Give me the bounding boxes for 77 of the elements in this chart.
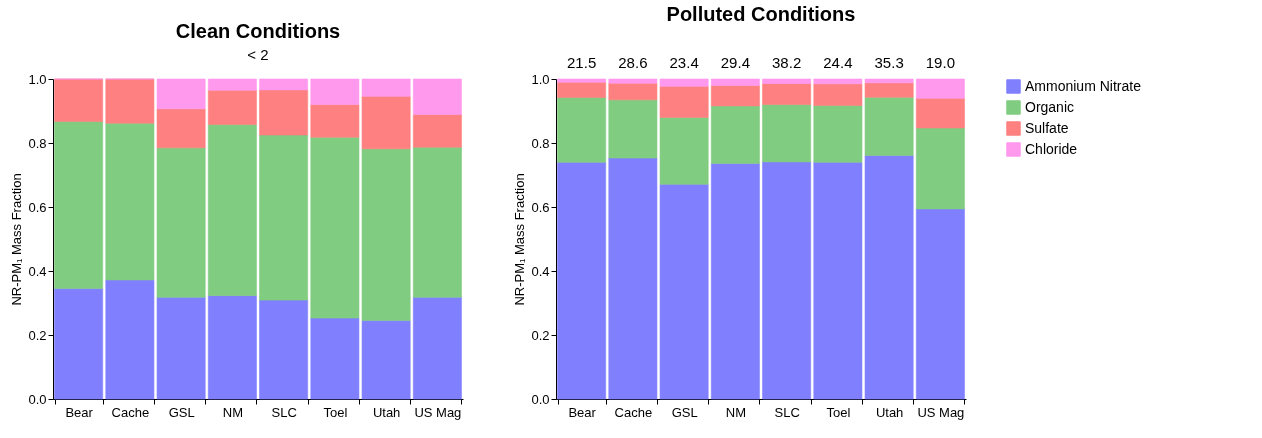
annotation: 19.0: [925, 54, 955, 71]
bar: [412, 114, 462, 148]
bar: [207, 78, 257, 91]
annotation: 23.4: [669, 54, 699, 71]
annotation: 28.6: [618, 54, 648, 71]
y-tick-label: 1.0: [28, 71, 47, 87]
y-tick-label: 0.8: [28, 135, 47, 151]
x-tick-label: Utah: [372, 404, 401, 420]
x-tick-label: Toel: [826, 404, 851, 420]
bar: [557, 78, 607, 83]
annotation: 35.3: [874, 54, 904, 71]
y-tick-label: 1.0: [531, 71, 550, 87]
bar: [54, 78, 104, 123]
bar: [54, 288, 104, 400]
bar: [412, 146, 462, 298]
bar: [762, 161, 812, 400]
bar: [710, 105, 760, 164]
chart-title: Polluted Conditions: [666, 3, 856, 25]
y-tick-label: 0.0: [28, 391, 47, 407]
legend-label: Ammonium Nitrate: [1025, 77, 1142, 94]
y-axis-title: NR-PM₁ Mass Fraction: [9, 173, 25, 306]
y-tick-label: 0.6: [531, 199, 550, 215]
bar: [762, 78, 812, 84]
bar: [259, 134, 309, 301]
bar: [207, 295, 257, 400]
y-tick-label: 0.4: [28, 263, 47, 279]
y-tick-label: 0.0: [531, 391, 550, 407]
text: < 2: [247, 46, 269, 63]
bar: [762, 82, 812, 106]
x-tick-label: NM: [725, 404, 746, 420]
bar: [762, 104, 812, 163]
bar: [54, 121, 104, 290]
bar: [207, 123, 257, 297]
x-tick-label: US Mag: [917, 404, 965, 420]
x-tick-label: Utah: [875, 404, 904, 420]
x-tick-label: Cache: [111, 404, 150, 420]
legend-label: Chloride: [1025, 140, 1078, 157]
annotation: 24.4: [823, 54, 853, 71]
bar: [710, 78, 760, 86]
annotation: 38.2: [772, 54, 802, 71]
y-tick-label: 0.8: [531, 135, 550, 151]
legend-label: Organic: [1025, 98, 1075, 115]
x-tick-label: NM: [222, 404, 243, 420]
bar: [557, 161, 607, 400]
bar: [412, 296, 462, 400]
bar: [557, 81, 607, 99]
bar: [915, 97, 965, 129]
x-tick-label: Bear: [568, 404, 597, 420]
chart-title: Clean Conditions: [175, 20, 341, 42]
x-tick-label: SLC: [774, 404, 800, 420]
bar: [710, 162, 760, 400]
y-tick-label: 0.6: [28, 199, 47, 215]
bar: [915, 208, 965, 400]
x-tick-label: Bear: [65, 404, 94, 420]
bar: [259, 299, 309, 400]
bar: [259, 78, 309, 91]
y-tick-label: 0.2: [28, 327, 47, 343]
x-tick-label: Toel: [323, 404, 348, 420]
x-tick-label: Cache: [614, 404, 653, 420]
annotation: 29.4: [720, 54, 750, 71]
x-tick-label: GSL: [168, 404, 195, 420]
y-tick-label: 0.2: [531, 327, 550, 343]
bar: [710, 84, 760, 107]
legend-label: Sulfate: [1025, 119, 1069, 136]
bar: [557, 97, 607, 163]
y-axis-title: NR-PM₁ Mass Fraction: [512, 173, 528, 306]
x-tick-label: US Mag: [414, 404, 462, 420]
bar: [156, 78, 206, 110]
annotation: 21.5: [567, 54, 597, 71]
bar: [412, 78, 462, 116]
bar: [207, 89, 257, 125]
x-tick-label: SLC: [271, 404, 297, 420]
bar: [915, 78, 965, 99]
y-tick-label: 0.4: [531, 263, 550, 279]
bar: [915, 127, 965, 210]
bar: [259, 89, 309, 136]
x-tick-label: GSL: [671, 404, 698, 420]
